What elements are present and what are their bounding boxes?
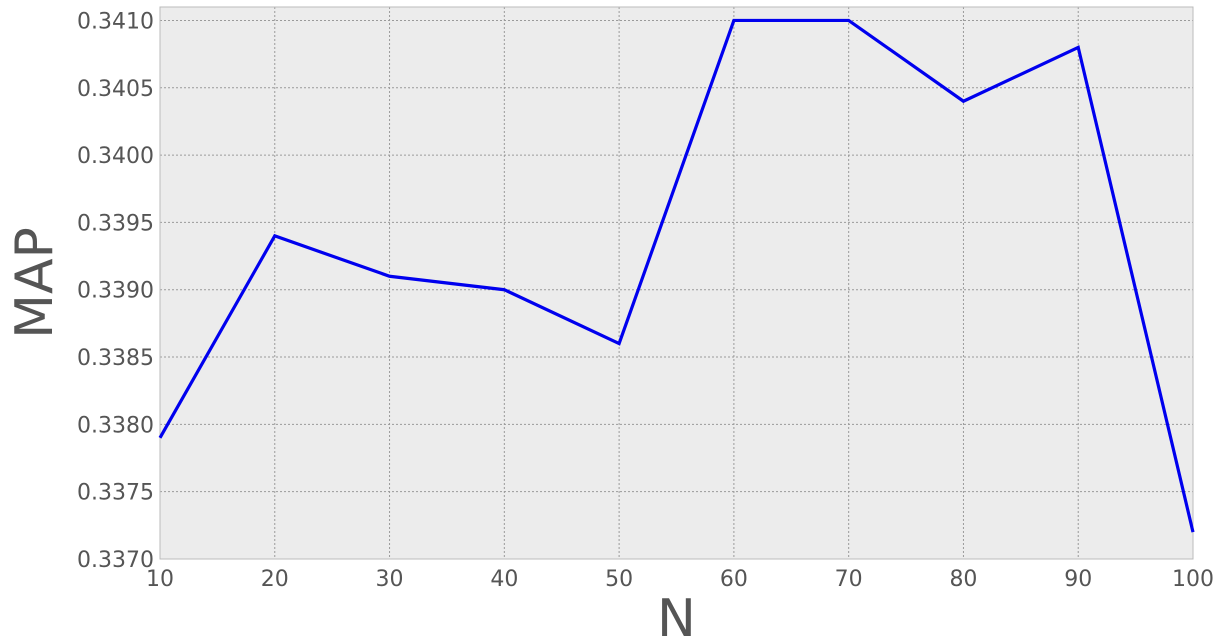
y-tick-label: 0.3375: [77, 481, 154, 506]
y-tick-label: 0.3400: [77, 144, 154, 169]
y-axis-title: MAP: [5, 227, 65, 339]
plot-frame: [159, 6, 1194, 560]
x-tick-label: 60: [720, 567, 748, 592]
y-tick-label: 0.3380: [77, 413, 154, 438]
x-tick-label: 70: [835, 567, 863, 592]
x-tick-label: 90: [1064, 567, 1092, 592]
x-tick-label: 40: [490, 567, 518, 592]
y-tick-label: 0.3410: [77, 9, 154, 34]
x-tick-label: 50: [605, 567, 633, 592]
y-tick-label: 0.3370: [77, 548, 154, 573]
x-tick-label: 100: [1172, 567, 1214, 592]
x-axis-ticks: 10 20 30 40 50 60 70 80 90 100: [146, 567, 1214, 592]
series-group: [158, 18, 1195, 533]
x-tick-label: 20: [261, 567, 289, 592]
y-tick-label: 0.3390: [77, 279, 154, 304]
x-tick-label: 30: [376, 567, 404, 592]
y-tick-label: 0.3395: [77, 211, 154, 236]
plot-area: [160, 7, 1193, 559]
series-line: [158, 18, 1195, 533]
grid: [159, 7, 1194, 560]
x-axis-title: N: [657, 589, 696, 638]
y-tick-label: 0.3385: [77, 346, 154, 371]
y-axis-ticks: 0.3370 0.3375 0.3380 0.3385 0.3390 0.3395 0.34…: [77, 9, 154, 573]
x-tick-label: 10: [146, 567, 174, 592]
y-tick-label: 0.3405: [77, 77, 154, 102]
x-tick-label: 80: [949, 567, 977, 592]
